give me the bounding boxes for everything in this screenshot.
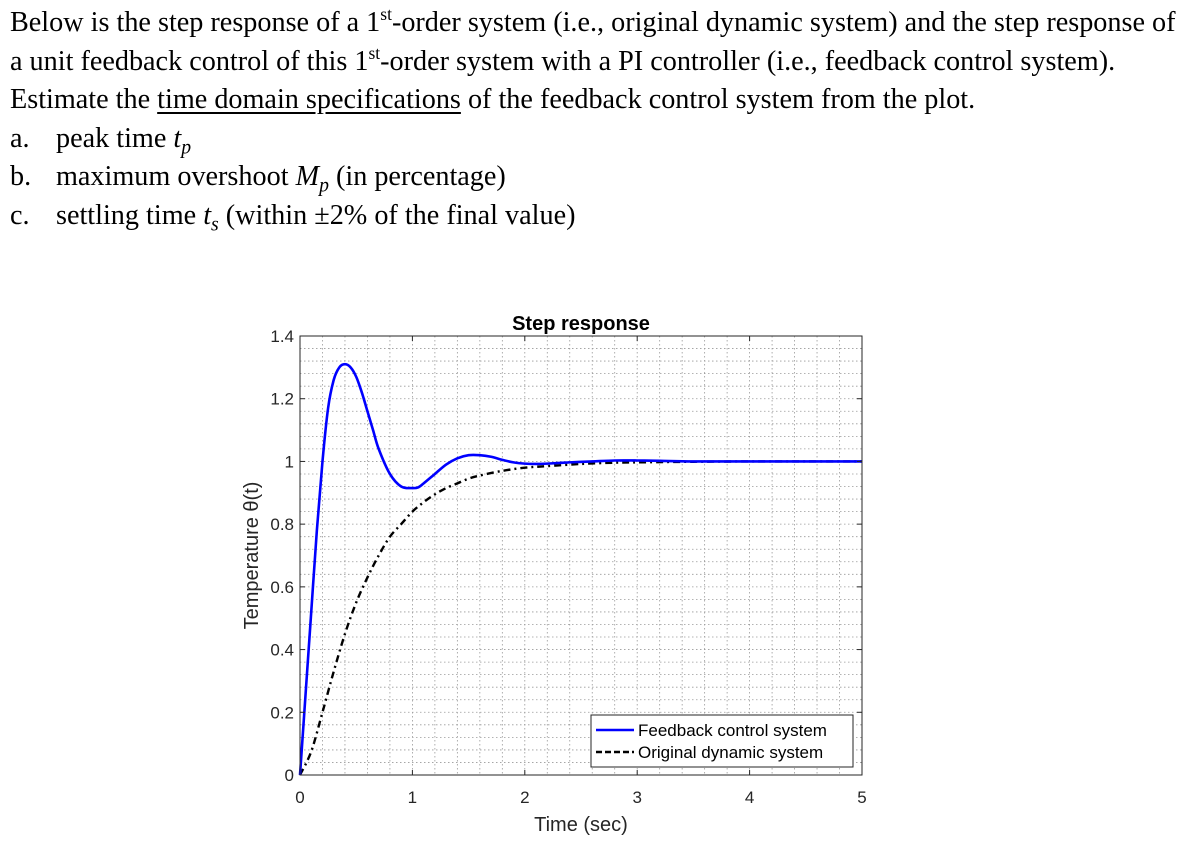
x-tick-label: 2 (520, 788, 529, 807)
y-tick-label: 0.6 (270, 578, 294, 597)
question-b: b. maximum overshoot Mp (in percentage) (10, 161, 506, 198)
y-tick-label: 0.4 (270, 641, 294, 660)
problem-statement: Below is the step response of a 1st-orde… (10, 4, 1182, 236)
x-tick-label: 1 (408, 788, 417, 807)
axis-ticks: 0 1 2 3 4 5 0 0.2 0.4 0.6 0.8 1 1.2 1.4 (270, 327, 866, 807)
y-tick-label: 1.4 (270, 327, 294, 346)
legend-label-original: Original dynamic system (638, 743, 823, 762)
plot-frame (299, 335, 863, 776)
grid-lines (299, 335, 863, 776)
series-feedback-line (298, 362, 862, 776)
chart-title: Step response (512, 313, 650, 335)
problem-intro: Below is the step response of a 1st-orde… (10, 4, 1176, 116)
x-tick-label: 4 (745, 788, 754, 807)
series-original-line (298, 460, 862, 776)
y-tick-label: 1 (285, 452, 294, 471)
legend-box (590, 714, 854, 768)
x-tick-label: 3 (632, 788, 641, 807)
legend: Feedback control system Original dynamic… (590, 714, 854, 768)
series-lines (298, 362, 862, 776)
legend-label-feedback: Feedback control system (638, 721, 827, 740)
x-axis-label: Time (sec) (534, 814, 628, 836)
y-tick-label: 1.2 (270, 390, 294, 409)
x-tick-label: 5 (857, 788, 866, 807)
y-tick-label: 0 (285, 766, 294, 785)
y-tick-label: 0.2 (270, 703, 294, 722)
question-a: a. peak time tp (10, 122, 192, 159)
question-c: c. settling time ts (within ±2% of the fi… (10, 199, 576, 236)
underlined-term: time domain specifications (157, 84, 461, 116)
x-tick-label: 0 (295, 788, 304, 807)
y-tick-label: 0.8 (270, 515, 294, 534)
y-axis-label: Temperature θ(t) (241, 482, 263, 630)
